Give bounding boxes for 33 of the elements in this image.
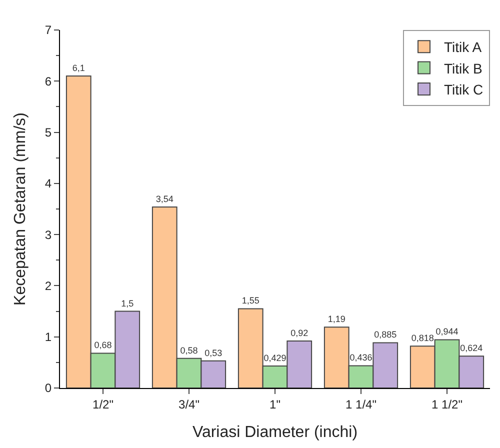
data-label: 0,53 [204, 348, 222, 358]
x-tick-label: 1 1/4" [346, 397, 376, 412]
data-label: 1,5 [121, 298, 134, 308]
data-label: 1,19 [328, 314, 346, 324]
data-label: 0,429 [264, 353, 286, 364]
legend-label: Titik A [444, 39, 482, 56]
y-tick-label: 4 [44, 176, 52, 191]
data-label: 0,885 [374, 330, 397, 340]
data-label: 0,68 [94, 340, 112, 350]
y-tick-label: 7 [44, 23, 52, 38]
x-axis-title: Variasi Diameter (inchi) [192, 424, 358, 442]
x-tick-label: 3/4" [178, 397, 200, 412]
y-tick-label: 6 [44, 74, 52, 88]
data-label: 1,55 [242, 296, 260, 306]
y-tick-label: 3 [44, 228, 52, 242]
y-tick-label: 2 [44, 278, 52, 293]
data-label: 0,944 [436, 326, 458, 337]
data-label: 3,54 [156, 194, 174, 204]
y-tick-label: 5 [44, 125, 52, 140]
data-label: 0,818 [411, 333, 434, 344]
y-axis-title: Kecepatan Getaran (mm/s) [12, 112, 29, 306]
legend-label: Titik C [444, 81, 484, 98]
data-label: 6,1 [72, 63, 85, 74]
data-label: 0,58 [180, 345, 198, 356]
y-tick-label: 0 [44, 381, 52, 396]
data-label: 0,92 [290, 328, 308, 338]
legend-label: Titik B [444, 60, 482, 76]
x-tick-label: 1/2" [92, 397, 114, 412]
data-label: 0,436 [350, 352, 372, 363]
x-tick-label: 1" [270, 397, 280, 412]
y-tick-label: 1 [44, 330, 52, 344]
x-tick-label: 1 1/2" [432, 397, 462, 412]
data-label: 0,624 [460, 343, 483, 354]
